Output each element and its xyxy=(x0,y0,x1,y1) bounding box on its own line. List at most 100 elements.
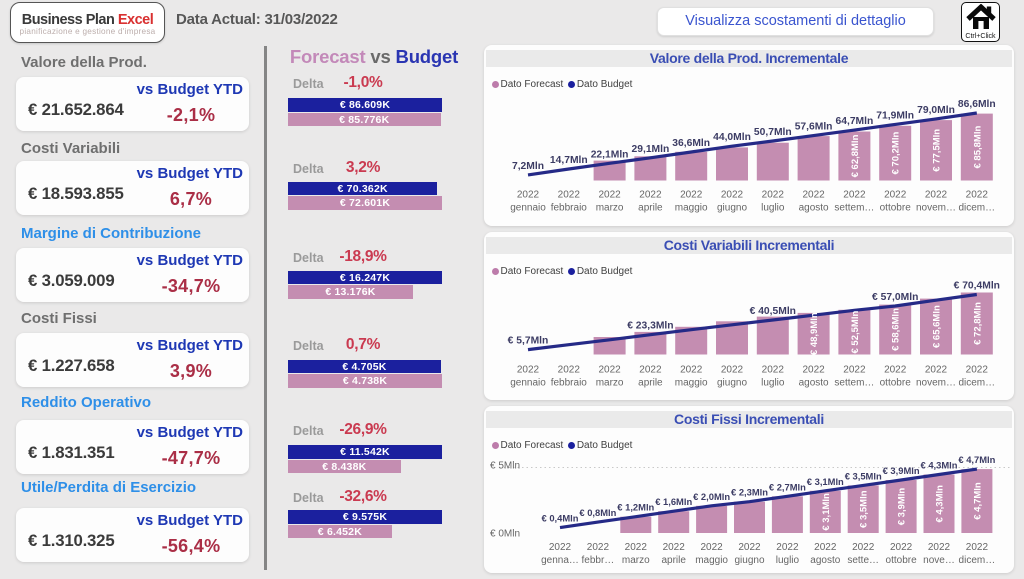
svg-text:€ 3,9Mln: € 3,9Mln xyxy=(883,465,920,476)
svg-text:2022: 2022 xyxy=(558,190,581,201)
svg-text:2022: 2022 xyxy=(738,542,761,553)
svg-text:2022: 2022 xyxy=(884,190,907,201)
svg-text:€ 4,3Mln: € 4,3Mln xyxy=(921,460,958,471)
svg-text:giugno: giugno xyxy=(734,555,764,566)
svg-text:2022: 2022 xyxy=(966,365,989,376)
svg-text:€ 2,3Mln: € 2,3Mln xyxy=(731,487,768,498)
svg-text:agosto: agosto xyxy=(799,203,829,214)
svg-text:nove…: nove… xyxy=(923,555,955,566)
svg-text:€ 70,2Mln: € 70,2Mln xyxy=(891,132,902,175)
svg-text:2022: 2022 xyxy=(598,365,621,376)
svg-text:aprile: aprile xyxy=(638,203,663,214)
svg-text:2022: 2022 xyxy=(762,190,785,201)
svg-text:marzo: marzo xyxy=(622,555,650,566)
svg-text:2022: 2022 xyxy=(587,542,610,553)
svg-text:novem…: novem… xyxy=(916,378,956,389)
svg-text:2022: 2022 xyxy=(802,190,825,201)
svg-text:febbraio: febbraio xyxy=(551,378,588,389)
svg-text:aprile: aprile xyxy=(661,555,686,566)
svg-text:2022: 2022 xyxy=(814,542,837,553)
svg-text:luglio: luglio xyxy=(761,203,785,214)
svg-text:agosto: agosto xyxy=(810,555,840,566)
svg-text:€ 1,6Mln: € 1,6Mln xyxy=(655,496,692,507)
svg-text:86,6Mln: 86,6Mln xyxy=(958,99,996,110)
svg-text:50,7Mln: 50,7Mln xyxy=(754,127,792,138)
svg-text:2022: 2022 xyxy=(680,190,703,201)
svg-text:2022: 2022 xyxy=(598,190,621,201)
svg-text:maggio: maggio xyxy=(675,378,708,389)
svg-text:€ 52,5Mln: € 52,5Mln xyxy=(850,311,861,354)
svg-text:€ 23,3Mln: € 23,3Mln xyxy=(627,321,673,332)
svg-text:€ 5,7Mln: € 5,7Mln xyxy=(508,336,549,347)
svg-text:2022: 2022 xyxy=(517,365,540,376)
svg-text:2022: 2022 xyxy=(558,365,581,376)
svg-text:settem…: settem… xyxy=(834,203,874,214)
svg-text:14,7Mln: 14,7Mln xyxy=(550,155,588,166)
svg-text:ottobre: ottobre xyxy=(880,203,912,214)
svg-text:€ 0Mln: € 0Mln xyxy=(490,529,520,540)
svg-text:maggio: maggio xyxy=(695,555,728,566)
svg-text:€ 0,8Mln: € 0,8Mln xyxy=(579,507,616,518)
svg-text:2022: 2022 xyxy=(966,190,989,201)
svg-text:ottobre: ottobre xyxy=(886,555,918,566)
svg-text:giugno: giugno xyxy=(717,203,747,214)
svg-text:7,2Mln: 7,2Mln xyxy=(512,161,544,172)
svg-text:57,6Mln: 57,6Mln xyxy=(795,122,833,133)
svg-text:ottobre: ottobre xyxy=(880,378,912,389)
svg-text:€ 57,0Mln: € 57,0Mln xyxy=(872,292,918,303)
svg-text:2022: 2022 xyxy=(721,365,744,376)
svg-text:2022: 2022 xyxy=(517,190,540,201)
svg-text:luglio: luglio xyxy=(761,378,785,389)
svg-text:aprile: aprile xyxy=(638,378,663,389)
svg-text:2022: 2022 xyxy=(680,365,703,376)
svg-text:2022: 2022 xyxy=(802,365,825,376)
svg-text:€ 85,8Mln: € 85,8Mln xyxy=(972,126,983,169)
svg-text:2022: 2022 xyxy=(925,190,948,201)
svg-text:€ 58,6Mln: € 58,6Mln xyxy=(891,308,902,351)
svg-text:44,0Mln: 44,0Mln xyxy=(713,132,751,143)
svg-text:gennaio: gennaio xyxy=(510,203,546,214)
svg-text:2022: 2022 xyxy=(700,542,723,553)
svg-text:€ 40,5Mln: € 40,5Mln xyxy=(750,306,796,317)
svg-text:genna…: genna… xyxy=(541,555,579,566)
svg-text:sette…: sette… xyxy=(847,555,879,566)
svg-text:dicem…: dicem… xyxy=(958,378,995,389)
svg-text:2022: 2022 xyxy=(966,542,989,553)
svg-text:giugno: giugno xyxy=(717,378,747,389)
svg-text:64,7Mln: 64,7Mln xyxy=(836,116,874,127)
svg-text:agosto: agosto xyxy=(799,378,829,389)
svg-text:€ 65,6Mln: € 65,6Mln xyxy=(932,305,943,348)
svg-text:€ 4,7Mln: € 4,7Mln xyxy=(972,482,983,520)
svg-text:€ 3,5Mln: € 3,5Mln xyxy=(845,470,882,481)
svg-text:dicem…: dicem… xyxy=(958,203,995,214)
svg-text:€ 4,3Mln: € 4,3Mln xyxy=(935,485,946,523)
svg-text:marzo: marzo xyxy=(596,203,624,214)
svg-text:€ 1,2Mln: € 1,2Mln xyxy=(617,502,654,513)
svg-text:€ 62,8Mln: € 62,8Mln xyxy=(850,134,861,177)
svg-text:luglio: luglio xyxy=(776,555,800,566)
svg-text:settem…: settem… xyxy=(834,378,874,389)
svg-text:€ 2,7Mln: € 2,7Mln xyxy=(769,481,806,492)
svg-text:2022: 2022 xyxy=(625,542,648,553)
svg-text:36,6Mln: 36,6Mln xyxy=(672,138,710,149)
svg-text:€ 4,7Mln: € 4,7Mln xyxy=(958,454,995,465)
svg-text:2022: 2022 xyxy=(776,542,799,553)
svg-text:2022: 2022 xyxy=(843,190,866,201)
svg-text:22,1Mln: 22,1Mln xyxy=(591,149,629,160)
svg-text:€ 3,5Mln: € 3,5Mln xyxy=(859,490,870,528)
svg-text:2022: 2022 xyxy=(549,542,572,553)
svg-text:€ 48,9Mln: € 48,9Mln xyxy=(809,312,820,355)
svg-text:€ 2,0Mln: € 2,0Mln xyxy=(693,491,730,502)
svg-text:2022: 2022 xyxy=(663,542,686,553)
svg-text:2022: 2022 xyxy=(884,365,907,376)
svg-text:2022: 2022 xyxy=(925,365,948,376)
svg-text:€ 70,4Mln: € 70,4Mln xyxy=(954,281,1000,292)
svg-text:2022: 2022 xyxy=(762,365,785,376)
svg-text:novem…: novem… xyxy=(916,203,956,214)
svg-text:2022: 2022 xyxy=(843,365,866,376)
svg-text:€ 3,9Mln: € 3,9Mln xyxy=(897,488,908,526)
svg-text:2022: 2022 xyxy=(890,542,913,553)
svg-text:€ 3,1Mln: € 3,1Mln xyxy=(821,493,832,531)
svg-text:€ 5Mln: € 5Mln xyxy=(490,461,520,472)
svg-text:febbraio: febbraio xyxy=(551,203,588,214)
